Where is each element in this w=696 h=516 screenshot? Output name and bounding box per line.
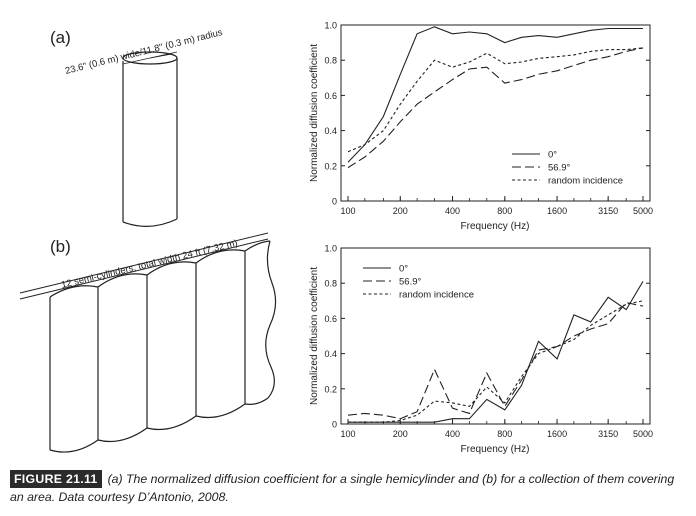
legend-label-0: 0° (399, 264, 408, 275)
legend-label-2: random incidence (399, 290, 474, 301)
x-tick-label: 1600 (547, 206, 567, 216)
semi-cylinders-drawing (19, 232, 277, 453)
x-tick-label: 3150 (598, 429, 618, 439)
series-line-1 (347, 47, 644, 169)
panel-a-label: (a) (50, 28, 71, 47)
figure-caption: FIGURE 21.11 (a) The normalized diffusion… (10, 470, 690, 506)
x-tick-label: 400 (445, 206, 460, 216)
panel-a-annotation: 23.6" (0.6 m) wide/11.8" (0.3 m) radius (64, 27, 224, 77)
chart-b-y-axis-label: Normalized diffusion coefficient (309, 267, 320, 405)
series-line-0 (347, 26, 643, 163)
chart-b-legend: 0° 56.9° random incidence (363, 264, 474, 301)
x-tick-label: 400 (445, 429, 460, 439)
y-tick-label: 0.2 (324, 384, 337, 394)
y-tick-label: 0.2 (324, 161, 337, 171)
chart-b-x-axis-label: Frequency (Hz) (461, 444, 530, 455)
legend-label-1: 56.9° (548, 163, 570, 174)
y-tick-label: 0.4 (324, 126, 337, 136)
chart-a: 0 0.2 0.4 0.6 0.8 1.0 100 200 400 800 1600 3150 500… (309, 21, 653, 233)
y-tick-label: 0.6 (324, 91, 337, 101)
chart-a-x-axis: 100 200 400 800 1600 3150 5000 (340, 196, 653, 216)
hemicylinder-drawing (122, 51, 178, 227)
series-line-1 (347, 301, 644, 420)
chart-a-x-axis-label: Frequency (Hz) (461, 221, 530, 232)
series-line-2 (348, 300, 644, 423)
x-tick-label: 3150 (598, 206, 618, 216)
x-tick-label: 200 (393, 206, 408, 216)
series-line-2 (347, 47, 644, 153)
chart-a-y-axis: 0 0.2 0.4 0.6 0.8 1.0 (324, 21, 650, 207)
chart-a-legend: 0° 56.9° random incidence (512, 150, 623, 187)
chart-b-y-axis: 0 0.2 0.4 0.6 0.8 1.0 (324, 244, 650, 430)
x-tick-label: 800 (497, 429, 512, 439)
y-tick-label: 0.4 (324, 349, 337, 359)
panel-b-label: (b) (50, 237, 71, 256)
chart-b: 0 0.2 0.4 0.6 0.8 1.0 100 200 400 800 1600 3150 500… (309, 244, 653, 456)
figure-label: FIGURE 21.11 (10, 470, 102, 488)
y-tick-label: 1.0 (324, 244, 337, 254)
x-tick-label: 100 (340, 429, 355, 439)
panel-b-annotation: 12 semi-cylinders, total width 24 ft (7.… (60, 238, 239, 291)
panel-a-illustration: (a) 23.6" (0.6 m) wide/11.8" (0.3 m) rad… (50, 27, 224, 227)
x-tick-label: 800 (497, 206, 512, 216)
chart-b-series (347, 281, 644, 423)
legend-label-0: 0° (548, 150, 557, 161)
legend-label-1: 56.9° (399, 277, 421, 288)
legend-label-2: random incidence (548, 176, 623, 187)
panel-b-illustration: (b) 12 semi-cylinders, to (19, 232, 277, 453)
x-tick-label: 5000 (633, 429, 653, 439)
chart-a-frame (340, 24, 651, 202)
series-line-0 (348, 281, 644, 423)
y-tick-label: 0.6 (324, 314, 337, 324)
x-tick-label: 5000 (633, 206, 653, 216)
y-tick-label: 0.8 (324, 279, 337, 289)
chart-a-series (347, 26, 644, 169)
chart-b-frame (340, 247, 651, 425)
y-tick-label: 0 (332, 420, 337, 430)
chart-a-y-axis-label: Normalized diffusion coefficient (309, 44, 320, 182)
x-tick-label: 1600 (547, 429, 567, 439)
y-tick-label: 1.0 (324, 21, 337, 31)
y-tick-label: 0.8 (324, 56, 337, 66)
y-tick-label: 0 (332, 197, 337, 207)
x-tick-label: 100 (340, 206, 355, 216)
caption-text: (a) The normalized diffusion coefficient… (10, 472, 675, 504)
x-tick-label: 200 (393, 429, 408, 439)
